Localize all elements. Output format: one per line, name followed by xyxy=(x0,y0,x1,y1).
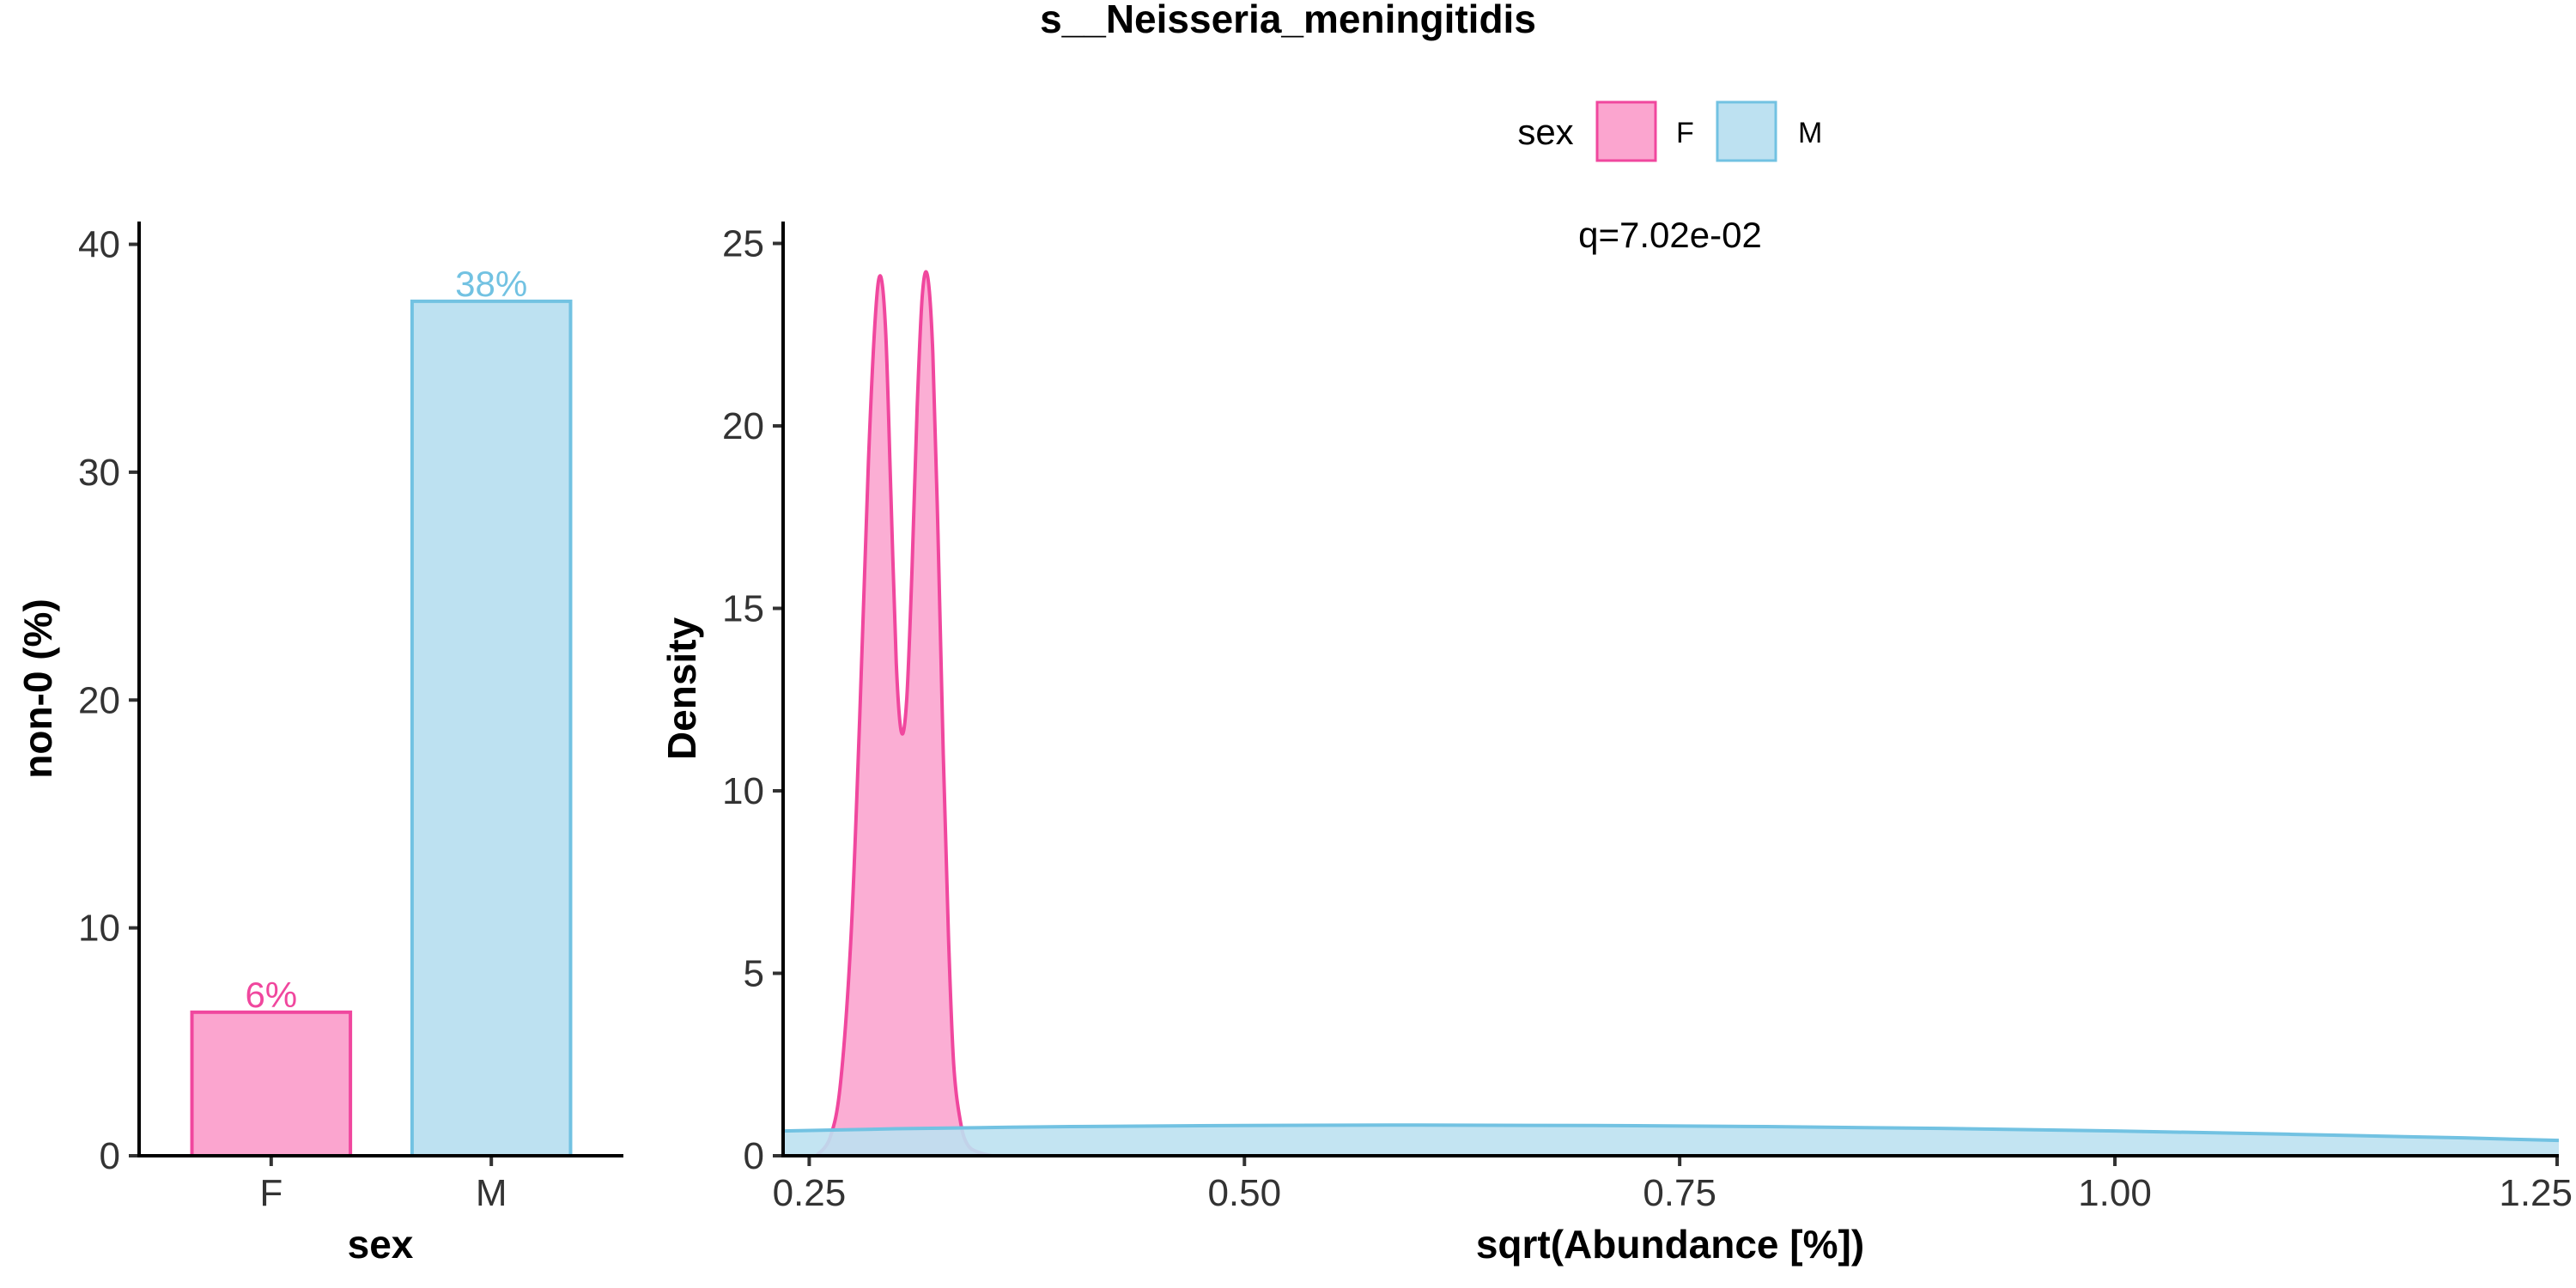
density-y-tick-label: 0 xyxy=(744,1135,764,1177)
density-y-tick-label: 5 xyxy=(744,953,764,995)
bar-x-tick-label: F xyxy=(259,1172,283,1214)
density-area-m xyxy=(783,1125,2559,1156)
legend: sex F M xyxy=(1517,100,1822,162)
bar-m xyxy=(410,299,573,1157)
density-line-f xyxy=(814,270,993,1157)
bar-x-axis-title: sex xyxy=(348,1222,414,1267)
density-x-ticks: 0.25 0.50 0.75 1.00 1.25 xyxy=(773,1156,2573,1214)
density-y-axis-title: Density xyxy=(659,617,704,761)
density-x-tick-label: 1.00 xyxy=(2078,1172,2152,1214)
bar-x-tick-label: M xyxy=(476,1172,507,1214)
density-panel: 0 5 10 15 20 25 0.25 0.50 0.75 1.00 1.25 q=7.02e-… xyxy=(659,215,2573,1267)
density-y-tick-label: 10 xyxy=(722,770,764,812)
bar-y-tick-label: 40 xyxy=(78,224,120,266)
bar-y-ticks: 0 10 20 30 40 xyxy=(78,224,139,1177)
q-value-annotation: q=7.02e-02 xyxy=(1578,215,1762,255)
legend-label-m: M xyxy=(1798,117,1822,149)
density-x-tick-label: 0.75 xyxy=(1643,1172,1716,1214)
density-x-tick-label: 0.50 xyxy=(1207,1172,1281,1214)
legend-title: sex xyxy=(1517,112,1573,152)
bar-marks: 6% 38% xyxy=(190,264,573,1157)
bar-f xyxy=(190,1010,353,1157)
legend-label-f: F xyxy=(1676,117,1694,149)
density-x-tick-label: 0.25 xyxy=(773,1172,847,1214)
bar-y-tick-label: 10 xyxy=(78,908,120,950)
density-y-tick-label: 25 xyxy=(722,223,764,265)
density-x-tick-label: 1.25 xyxy=(2499,1172,2573,1214)
density-x-axis-title: sqrt(Abundance [%]) xyxy=(1476,1222,1864,1267)
bar-y-tick-label: 20 xyxy=(78,679,120,721)
bar-y-tick-label: 30 xyxy=(78,452,120,494)
bar-y-axis-title: non-0 (%) xyxy=(15,598,60,779)
bar-value-label-m: 38% xyxy=(455,264,527,304)
density-line-m xyxy=(782,1123,2560,1143)
density-y-tick-label: 20 xyxy=(722,405,764,447)
legend-key-m xyxy=(1716,100,1777,162)
bar-y-tick-label: 0 xyxy=(100,1135,120,1177)
chart-title: s__Neisseria_meningitidis xyxy=(1040,0,1536,41)
legend-key-f xyxy=(1595,100,1657,162)
bar-value-label-f: 6% xyxy=(245,975,297,1015)
density-y-ticks: 0 5 10 15 20 25 xyxy=(722,223,783,1177)
density-areas xyxy=(782,270,2560,1157)
density-y-tick-label: 15 xyxy=(722,588,764,630)
